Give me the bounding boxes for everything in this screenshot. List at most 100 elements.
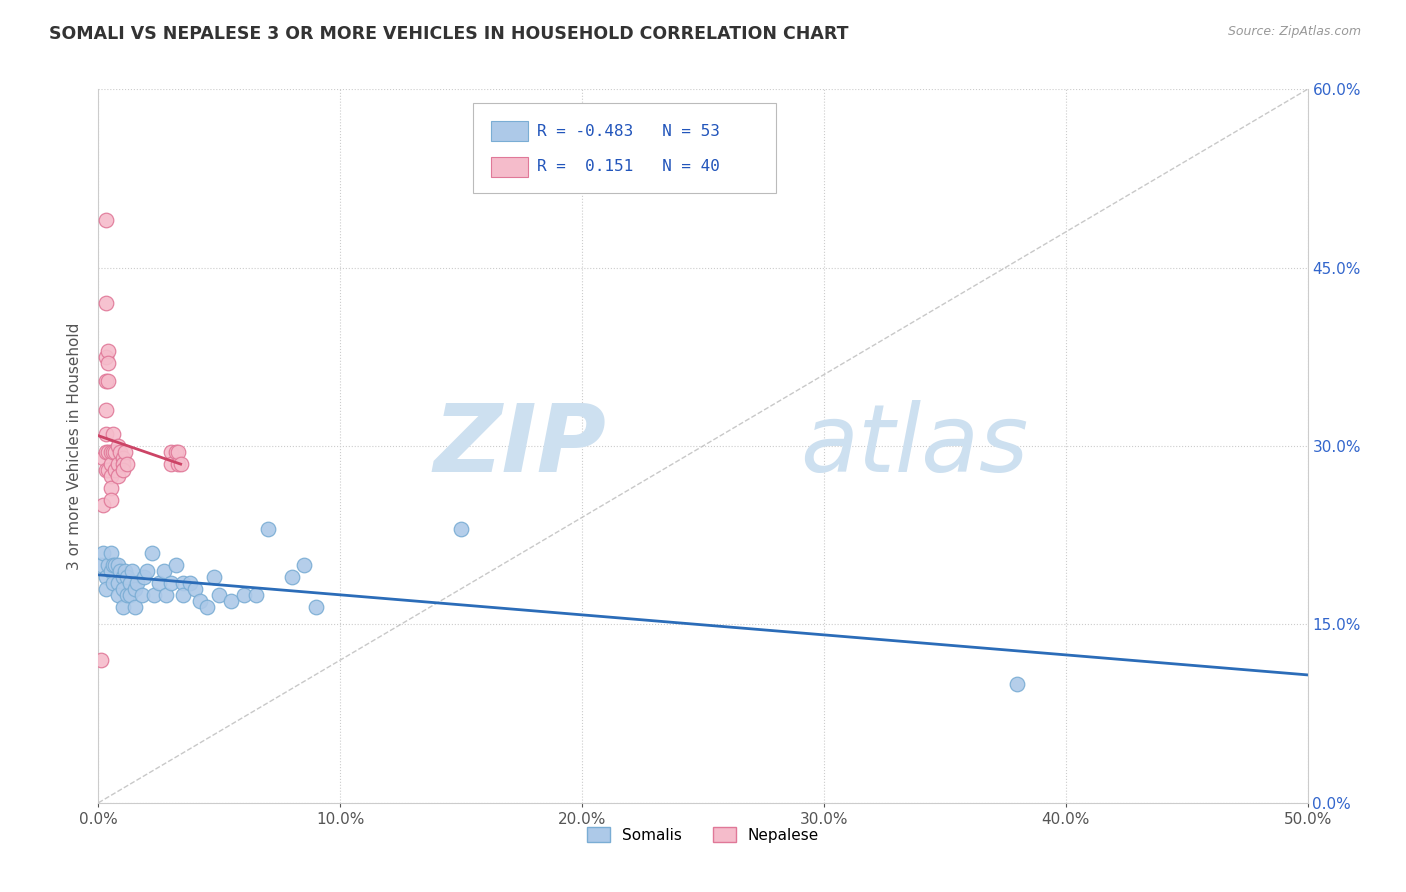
Point xyxy=(94,350,117,364)
Point xyxy=(108,564,131,578)
Point xyxy=(91,499,114,513)
Point xyxy=(100,468,122,483)
Point xyxy=(107,457,129,471)
Point xyxy=(135,564,157,578)
Point xyxy=(94,582,117,596)
Point xyxy=(124,582,146,596)
Point xyxy=(117,570,139,584)
FancyBboxPatch shape xyxy=(492,121,527,141)
Point xyxy=(165,445,187,459)
Point xyxy=(204,570,226,584)
Point xyxy=(101,575,124,590)
Point xyxy=(117,457,139,471)
Point xyxy=(94,296,117,310)
Point xyxy=(111,457,134,471)
Point xyxy=(108,445,131,459)
Point xyxy=(127,575,149,590)
Point xyxy=(97,343,120,358)
Point xyxy=(172,575,194,590)
FancyBboxPatch shape xyxy=(492,157,527,177)
Point xyxy=(292,558,315,572)
Point xyxy=(124,599,146,614)
Point xyxy=(195,599,218,614)
Point xyxy=(281,570,304,584)
Point xyxy=(101,427,124,442)
Point xyxy=(107,439,129,453)
Point xyxy=(179,575,201,590)
Point xyxy=(111,450,134,465)
Point xyxy=(94,213,117,227)
Point xyxy=(91,546,114,560)
Point xyxy=(165,558,187,572)
Point xyxy=(97,445,120,459)
Point xyxy=(450,522,472,536)
Point xyxy=(100,546,122,560)
Point xyxy=(118,575,141,590)
Point xyxy=(131,588,153,602)
Text: R = -0.483   N = 53: R = -0.483 N = 53 xyxy=(537,124,720,139)
Point xyxy=(97,558,120,572)
Point xyxy=(160,457,183,471)
Point xyxy=(141,546,163,560)
Point xyxy=(305,599,328,614)
Point xyxy=(94,570,117,584)
Point xyxy=(94,427,117,442)
Point xyxy=(114,564,136,578)
Legend: Somalis, Nepalese: Somalis, Nepalese xyxy=(581,821,825,848)
Point xyxy=(167,457,190,471)
Point xyxy=(111,570,134,584)
Point xyxy=(107,558,129,572)
Point xyxy=(97,374,120,388)
Point xyxy=(121,564,143,578)
Point xyxy=(169,457,191,471)
Point xyxy=(152,564,174,578)
Point xyxy=(221,593,243,607)
Point xyxy=(167,445,190,459)
Text: Source: ZipAtlas.com: Source: ZipAtlas.com xyxy=(1227,25,1361,38)
Text: atlas: atlas xyxy=(800,401,1028,491)
Point xyxy=(184,582,207,596)
Point xyxy=(100,492,122,507)
Point xyxy=(104,445,127,459)
Text: R =  0.151   N = 40: R = 0.151 N = 40 xyxy=(537,160,720,175)
Point xyxy=(172,588,194,602)
Point xyxy=(208,588,231,602)
Text: SOMALI VS NEPALESE 3 OR MORE VEHICLES IN HOUSEHOLD CORRELATION CHART: SOMALI VS NEPALESE 3 OR MORE VEHICLES IN… xyxy=(49,25,849,43)
Point xyxy=(160,445,183,459)
Point xyxy=(91,450,114,465)
Point xyxy=(104,558,127,572)
Point xyxy=(160,575,183,590)
Text: ZIP: ZIP xyxy=(433,400,606,492)
Point xyxy=(101,558,124,572)
FancyBboxPatch shape xyxy=(474,103,776,193)
Point xyxy=(94,403,117,417)
Point xyxy=(94,463,117,477)
Point xyxy=(107,588,129,602)
Point xyxy=(100,457,122,471)
Point xyxy=(111,582,134,596)
Point xyxy=(107,575,129,590)
Point xyxy=(101,445,124,459)
Point xyxy=(256,522,278,536)
Point xyxy=(245,588,267,602)
Point xyxy=(117,588,139,602)
Point xyxy=(90,653,112,667)
Point xyxy=(90,558,112,572)
Point xyxy=(107,468,129,483)
Point xyxy=(232,588,254,602)
Point xyxy=(100,564,122,578)
Y-axis label: 3 or more Vehicles in Household: 3 or more Vehicles in Household xyxy=(67,322,83,570)
Point xyxy=(111,599,134,614)
Point xyxy=(114,445,136,459)
Point xyxy=(100,445,122,459)
Point xyxy=(148,575,170,590)
Point xyxy=(155,588,177,602)
Point xyxy=(94,445,117,459)
Point xyxy=(188,593,211,607)
Point xyxy=(118,588,141,602)
Point xyxy=(97,356,120,370)
Point xyxy=(97,463,120,477)
Point xyxy=(1007,677,1029,691)
Point xyxy=(94,374,117,388)
Point xyxy=(134,570,156,584)
